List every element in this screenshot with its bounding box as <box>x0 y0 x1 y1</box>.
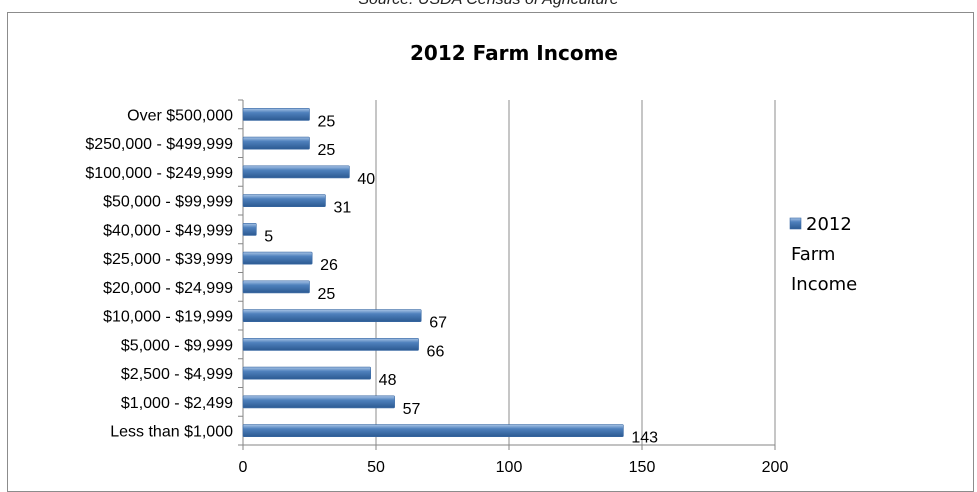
bar <box>242 280 310 294</box>
legend-label: Income <box>791 274 857 295</box>
data-label: 143 <box>631 430 658 447</box>
category-label: $50,000 - $99,999 <box>103 194 233 211</box>
chart-title: 2012 Farm Income <box>410 41 618 65</box>
category-label: $25,000 - $39,999 <box>103 251 233 268</box>
bar <box>242 366 371 380</box>
data-label: 57 <box>403 401 421 418</box>
legend-swatch <box>789 217 802 230</box>
data-label: 5 <box>264 228 273 245</box>
data-label: 31 <box>333 200 351 217</box>
category-label: Over $500,000 <box>127 107 233 124</box>
labels: 0 50 100 150 200 Over $500,000 25 $250,000 - $4… <box>85 107 788 476</box>
category-label: Less than $1,000 <box>110 424 233 441</box>
category-label: $5,000 - $9,999 <box>121 337 233 354</box>
x-tick-label: 50 <box>367 459 385 476</box>
gridlines <box>238 99 776 450</box>
category-label: $2,500 - $4,999 <box>121 366 233 383</box>
bars <box>242 108 624 437</box>
bar <box>242 136 310 150</box>
bar <box>242 251 313 265</box>
data-label: 67 <box>429 315 447 332</box>
category-label: $10,000 - $19,999 <box>103 309 233 326</box>
data-label: 40 <box>357 171 375 188</box>
bar <box>242 309 422 322</box>
data-label: 25 <box>318 113 336 130</box>
x-tick-label: 200 <box>762 459 789 476</box>
bar <box>242 424 624 437</box>
category-label: $250,000 - $499,999 <box>85 136 233 153</box>
x-tick-label: 150 <box>629 459 656 476</box>
bar <box>242 165 350 179</box>
category-label: $20,000 - $24,999 <box>103 280 233 297</box>
legend-label: Farm <box>791 244 835 265</box>
x-tick-label: 100 <box>496 459 523 476</box>
category-label: $100,000 - $249,999 <box>85 165 233 182</box>
bar <box>242 223 257 236</box>
bar <box>242 194 326 207</box>
category-label: $1,000 - $2,499 <box>121 395 233 412</box>
data-label: 25 <box>318 286 336 303</box>
data-label: 25 <box>318 142 336 159</box>
chart-area: 2012 Farm Income 0 50 100 150 200 Over $500,0… <box>7 12 974 492</box>
source-note: Source: USDA Census of Agriculture <box>0 0 977 9</box>
legend: 2012 Farm Income <box>789 214 857 295</box>
data-label: 26 <box>320 257 338 274</box>
x-tick-label: 0 <box>239 459 248 476</box>
data-label: 48 <box>379 372 397 389</box>
bar <box>242 108 310 121</box>
bar <box>242 395 395 409</box>
category-label: $40,000 - $49,999 <box>103 222 233 239</box>
legend-label: 2012 <box>806 214 852 235</box>
bar-chart: 2012 Farm Income 0 50 100 150 200 Over $500,0… <box>85 41 857 476</box>
bar <box>242 338 419 351</box>
data-label: 66 <box>427 343 445 360</box>
